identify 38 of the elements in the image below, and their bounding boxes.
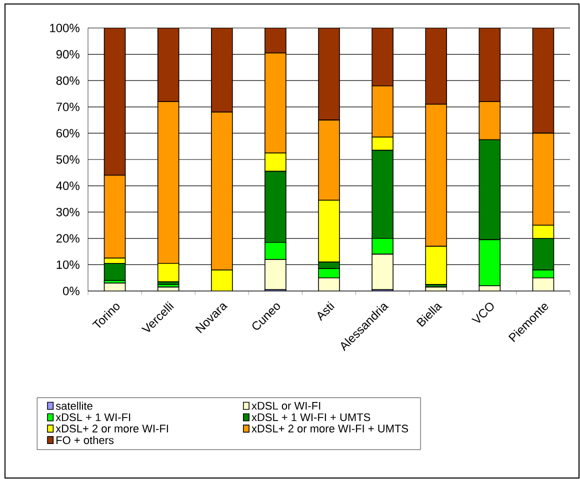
y-tick-label: 0% (62, 286, 80, 296)
y-tick-label: 100% (50, 24, 80, 32)
bar (210, 28, 233, 113)
bar (478, 28, 501, 102)
legend-label: FO + others (56, 436, 114, 444)
y-tick-label: 80% (56, 76, 80, 85)
bar (372, 254, 394, 290)
x-tick-label: VCO (471, 302, 494, 323)
bar (532, 224, 554, 239)
y-tick-label: 20% (56, 234, 80, 243)
bar (210, 270, 233, 291)
legend-label: xDSL+ 2 or more WI-FI + UMTS (252, 424, 408, 432)
bar (264, 28, 286, 54)
bar (318, 200, 340, 262)
y-tick-label: 40% (56, 182, 80, 190)
y-tick-label: 10% (56, 260, 80, 269)
bar (264, 152, 286, 172)
bar (157, 28, 180, 102)
legend-label: xDSL + 1 WI-FI (56, 413, 130, 422)
legend-label: xDSL+ 2 or more WI-FI (56, 424, 168, 432)
bar (157, 262, 180, 282)
bar (372, 136, 394, 151)
bar (104, 28, 126, 176)
bar (532, 28, 554, 134)
y-tick-label: 70% (56, 102, 80, 112)
x-tick-label: Asti (318, 301, 335, 322)
y-tick-label: 90% (56, 50, 80, 59)
bar (372, 28, 394, 86)
bar (425, 246, 448, 285)
y-tick-label: 50% (56, 155, 80, 164)
legend-label: xDSL + 1 WI-FI + UMTS (252, 413, 370, 422)
y-tick-label: 60% (56, 128, 80, 138)
bar (425, 28, 448, 105)
bar (264, 259, 286, 290)
legend-label: satellite (56, 402, 92, 410)
y-tick-label: 30% (56, 208, 80, 216)
legend-label: xDSL or WI-FI (252, 402, 320, 410)
bar (318, 28, 340, 120)
